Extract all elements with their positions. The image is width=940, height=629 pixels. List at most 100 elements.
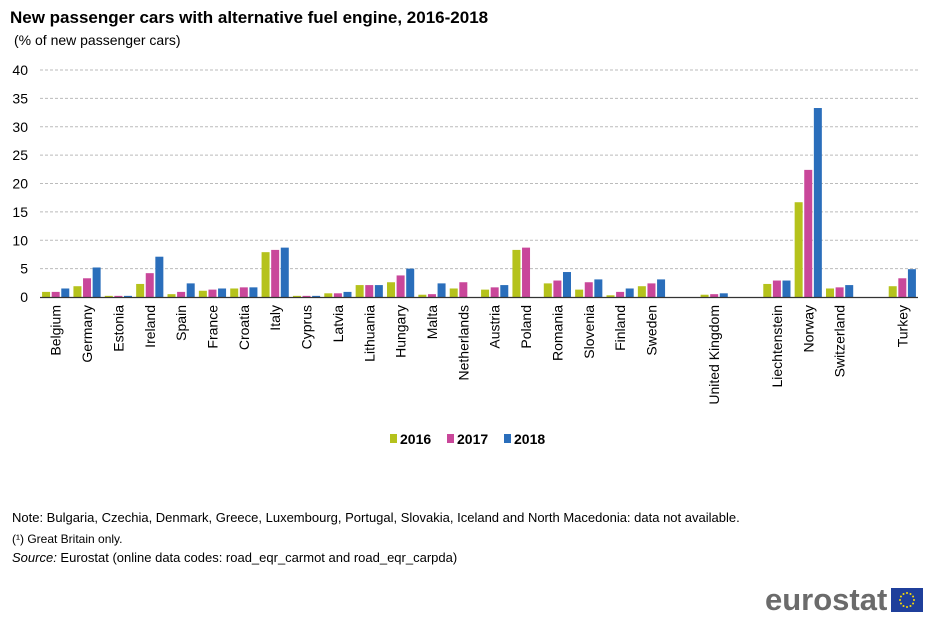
y-tick-label: 20 [12, 176, 28, 192]
bar-2018 [343, 291, 352, 297]
x-tick-label: Slovenia [581, 305, 597, 359]
y-tick-label: 40 [12, 62, 28, 78]
bar-2016 [794, 202, 803, 297]
logo-text: eurostat [765, 582, 888, 617]
x-tick-label: Estonia [110, 305, 126, 352]
bar-2016 [637, 286, 646, 297]
x-tick-label: Austria [487, 305, 503, 349]
bar-2016 [42, 291, 51, 297]
bar-2017 [271, 249, 280, 297]
bar-2018 [186, 283, 195, 297]
bar-2016 [543, 283, 552, 297]
note-text: Note: Bulgaria, Czechia, Denmark, Greece… [12, 510, 740, 525]
x-tick-label: United Kingdom [706, 305, 722, 405]
y-tick-label: 5 [20, 261, 28, 277]
x-tick-label: Norway [800, 305, 816, 352]
bar-2017 [490, 287, 499, 297]
bar-2018 [562, 272, 571, 297]
legend-swatch-2017 [447, 434, 454, 443]
chart-title: New passenger cars with alternative fuel… [10, 8, 489, 27]
bar-2016 [198, 290, 207, 297]
bar-2016 [167, 294, 176, 297]
x-tick-label: Malta [424, 305, 440, 339]
bar-2016 [826, 288, 835, 297]
eu-flag-icon [891, 588, 924, 612]
bar-2018 [92, 267, 101, 297]
bar-2017 [553, 280, 562, 297]
bar-2016 [292, 295, 301, 297]
x-tick-label: Hungary [393, 305, 409, 358]
bar-2018 [280, 247, 289, 297]
bar-2016 [355, 285, 364, 297]
x-tick-label: Lithuania [361, 305, 377, 362]
bar-2017 [647, 283, 656, 297]
x-tick-label: Switzerland [832, 305, 848, 377]
bar-2016 [606, 295, 615, 297]
bar-2018 [625, 288, 634, 297]
bar-2016 [575, 289, 584, 297]
bar-2017 [51, 291, 60, 297]
bar-2016 [888, 286, 897, 297]
bar-2016 [763, 283, 772, 297]
bar-2017 [898, 278, 907, 297]
y-tick-label: 30 [12, 119, 28, 135]
bar-2018 [374, 285, 383, 297]
x-tick-label: Belgium [48, 305, 64, 356]
y-tick-label: 0 [20, 289, 28, 305]
bar-2018 [719, 293, 728, 297]
x-tick-label: Liechtenstein [769, 305, 785, 388]
legend-label-2018: 2018 [514, 431, 545, 447]
bar-2017 [83, 278, 92, 297]
source-value: Eurostat (online data codes: road_eqr_ca… [56, 550, 458, 565]
bar-2017 [459, 282, 468, 297]
bar-2016 [700, 294, 709, 297]
bar-2016 [73, 286, 82, 297]
y-tick-label: 10 [12, 232, 28, 248]
bar-2018 [437, 283, 446, 297]
bar-2017 [239, 287, 248, 297]
bar-2017 [835, 287, 844, 297]
bar-2016 [387, 282, 396, 297]
bar-2018 [312, 295, 321, 297]
x-tick-label: Sweden [643, 305, 659, 356]
bar-2017 [208, 289, 217, 297]
legend-label-2017: 2017 [457, 431, 488, 447]
bar-2018 [249, 287, 258, 297]
x-tick-label: France [204, 305, 220, 349]
bar-2017 [333, 293, 342, 297]
eurostat-logo: eurostat [765, 582, 924, 618]
bar-2017 [804, 169, 813, 297]
footnote-text: (¹) Great Britain only. [12, 532, 123, 546]
bar-2016 [449, 288, 458, 297]
bar-2017 [616, 291, 625, 297]
y-tick-label: 35 [12, 90, 28, 106]
bar-2018 [782, 280, 791, 297]
bar-2017 [365, 285, 374, 297]
bar-2017 [177, 291, 186, 297]
bar-2017 [114, 295, 123, 297]
bar-2017 [584, 282, 593, 297]
source-text: Source: Eurostat (online data codes: roa… [12, 550, 457, 565]
bar-2018 [813, 108, 822, 298]
bar-2017 [145, 273, 154, 297]
source-label: Source: [12, 550, 57, 565]
x-tick-label: Croatia [236, 305, 252, 350]
bar-2018 [845, 285, 854, 297]
bar-2018 [155, 256, 164, 297]
bar-2016 [230, 288, 239, 297]
bar-2016 [418, 294, 427, 297]
bar-2017 [522, 247, 531, 297]
legend-swatch-2016 [390, 434, 397, 443]
bar-2018 [594, 279, 603, 297]
bar-2016 [261, 252, 270, 297]
bar-2018 [500, 285, 509, 297]
bar-2017 [427, 294, 436, 297]
chart-subtitle: (% of new passenger cars) [14, 32, 181, 48]
bar-2017 [710, 294, 719, 297]
x-tick-label: Latvia [330, 305, 346, 343]
bar-2018 [907, 269, 916, 297]
bar-2018 [657, 279, 666, 297]
bar-2018 [406, 268, 415, 297]
